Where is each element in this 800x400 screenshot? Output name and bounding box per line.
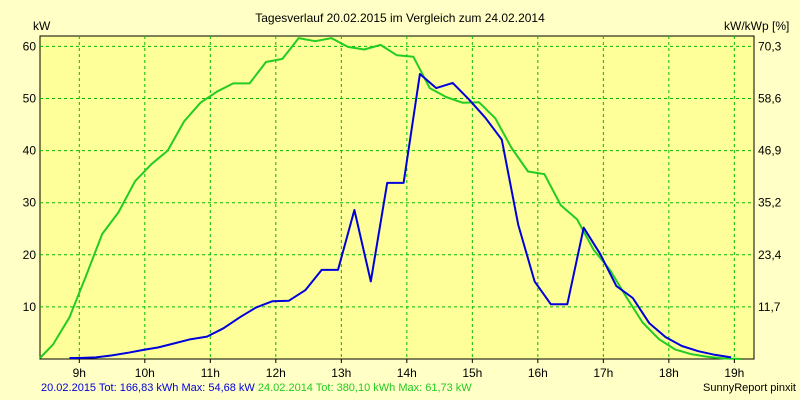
x-tick-label: 19h [724,366,744,380]
x-tick-label: 15h [462,366,482,380]
x-tick-label: 16h [528,366,548,380]
chart-title: Tagesverlauf 20.02.2015 im Vergleich zum… [255,11,545,25]
y-tick-left: 30 [23,196,37,210]
footer-series1-summary: 20.02.2015 Tot: 166,83 kWh Max: 54,68 kW [41,382,255,394]
y-tick-right: 11,7 [758,300,781,314]
x-axis: 9h 10h 11h 12h 13h 14h 15h 16h 17h 18h 19h [73,359,744,380]
y-tick-left: 20 [23,248,37,262]
series-line-1 [69,73,732,359]
x-tick-label: 14h [397,366,417,380]
x-tick-label: 18h [659,366,679,380]
footer-summary: 20.02.2015 Tot: 166,83 kWh Max: 54,68 kW… [41,382,472,394]
x-tick-label: 13h [331,366,351,380]
data-series [39,37,741,360]
plot-area [39,35,755,360]
x-tick-label: 9h [73,366,86,380]
y-tick-left: 10 [23,300,37,314]
y-tick-left: 40 [23,144,37,158]
x-tick-label: 10h [135,366,155,380]
y-tick-right: 58,6 [758,92,782,106]
y-axis-right-label: kW/kWp [%] [724,19,789,33]
y-tick-left: 60 [23,39,37,53]
x-tick-label: 17h [593,366,613,380]
y-tick-right: 35,2 [758,196,782,210]
y-tick-right: 46,9 [758,144,782,158]
grid-lines [40,36,754,359]
y-tick-left: 50 [23,92,37,106]
footer-series2-summary: 24.02.2014 Tot: 380,10 kWh Max: 61,73 kW [257,382,472,394]
y-tick-right: 23,4 [758,248,782,262]
x-tick-label: 11h [201,366,220,380]
y-axis-left-label: kW [33,19,51,33]
footer-credit: SunnyReport pinxit [703,382,796,394]
x-tick-label: 12h [266,366,286,380]
y-axis-right: 11,7 23,4 35,2 46,9 58,6 70,3 [758,39,782,313]
y-tick-right: 70,3 [758,39,782,53]
y-axis-left: 10 20 30 40 50 60 [23,39,37,313]
